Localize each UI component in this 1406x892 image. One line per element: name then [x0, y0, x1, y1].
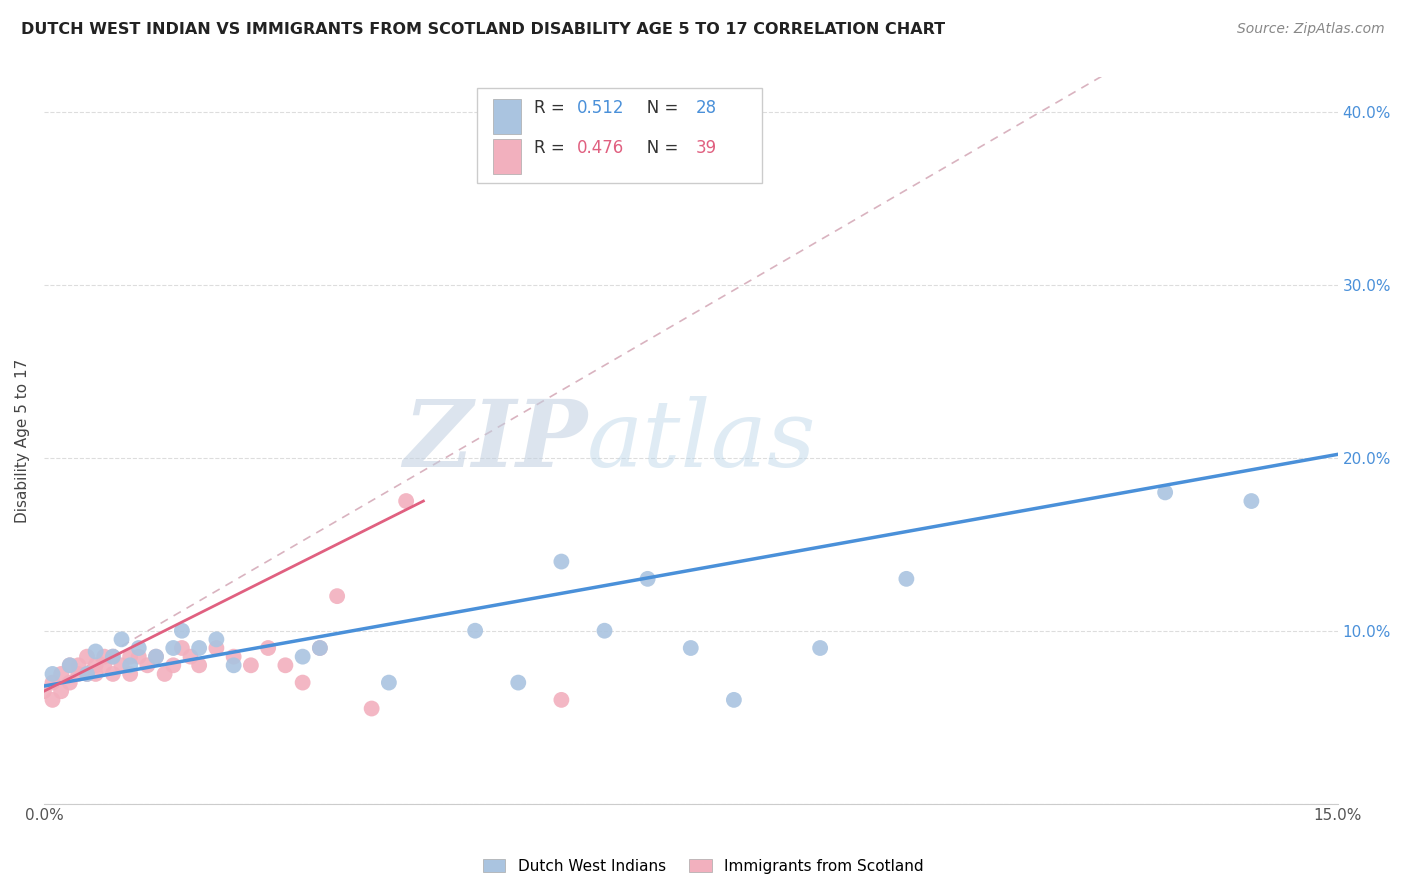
Point [309, 640, 332, 655]
Point [49, 667, 72, 681]
Text: atlas: atlas [588, 395, 817, 485]
Point [128, 640, 150, 655]
Point [222, 658, 245, 673]
Point [93, 649, 115, 664]
Point [162, 658, 184, 673]
Y-axis label: Disability Age 5 to 17: Disability Age 5 to 17 [15, 359, 30, 523]
Point [291, 649, 314, 664]
Point [41, 693, 63, 707]
Text: 0.476: 0.476 [576, 139, 624, 157]
Point [120, 667, 142, 681]
Point [395, 494, 418, 508]
Point [896, 572, 918, 586]
Point [508, 675, 530, 690]
Point [378, 675, 401, 690]
Point [222, 649, 245, 664]
Point [101, 649, 124, 664]
Point [41, 675, 63, 690]
Point [153, 667, 176, 681]
Point [59, 658, 82, 673]
Point [76, 667, 98, 681]
Point [76, 667, 98, 681]
Point [59, 675, 82, 690]
Point [205, 640, 228, 655]
FancyBboxPatch shape [477, 88, 762, 183]
Point [110, 658, 132, 673]
Point [67, 667, 90, 681]
Point [180, 649, 202, 664]
Point [110, 632, 132, 647]
Point [550, 555, 572, 569]
Point [76, 649, 98, 664]
Point [550, 693, 572, 707]
Point [464, 624, 486, 638]
Point [49, 684, 72, 698]
Point [84, 658, 107, 673]
Point [41, 667, 63, 681]
FancyBboxPatch shape [494, 99, 522, 134]
Point [120, 649, 142, 664]
Point [309, 640, 332, 655]
Text: N =: N = [631, 139, 683, 157]
Point [360, 701, 382, 715]
Text: 0.512: 0.512 [576, 99, 624, 117]
Point [67, 658, 90, 673]
Point [170, 640, 193, 655]
Point [274, 658, 297, 673]
Point [32, 684, 55, 698]
FancyBboxPatch shape [494, 139, 522, 174]
Point [637, 572, 659, 586]
Text: R =: R = [534, 99, 571, 117]
Point [205, 632, 228, 647]
Text: ZIP: ZIP [404, 395, 588, 485]
Text: R =: R = [534, 139, 571, 157]
Legend: Dutch West Indians, Immigrants from Scotland: Dutch West Indians, Immigrants from Scot… [477, 853, 929, 880]
Point [145, 649, 167, 664]
Text: DUTCH WEST INDIAN VS IMMIGRANTS FROM SCOTLAND DISABILITY AGE 5 TO 17 CORRELATION: DUTCH WEST INDIAN VS IMMIGRANTS FROM SCO… [21, 22, 945, 37]
Point [723, 693, 745, 707]
Point [257, 640, 280, 655]
Point [679, 640, 702, 655]
Point [188, 640, 211, 655]
Point [188, 658, 211, 673]
Point [170, 624, 193, 638]
Point [1240, 494, 1263, 508]
Text: Source: ZipAtlas.com: Source: ZipAtlas.com [1237, 22, 1385, 37]
Point [93, 658, 115, 673]
Point [239, 658, 262, 673]
Point [128, 649, 150, 664]
Text: N =: N = [631, 99, 683, 117]
Point [84, 667, 107, 681]
Point [101, 649, 124, 664]
Point [84, 644, 107, 658]
Point [145, 649, 167, 664]
Point [593, 624, 616, 638]
Point [59, 658, 82, 673]
Point [808, 640, 831, 655]
Point [326, 589, 349, 603]
Point [101, 667, 124, 681]
Point [162, 640, 184, 655]
Point [1154, 485, 1177, 500]
Point [291, 675, 314, 690]
Text: 39: 39 [696, 139, 717, 157]
Text: 28: 28 [696, 99, 717, 117]
Point [120, 658, 142, 673]
Point [136, 658, 159, 673]
